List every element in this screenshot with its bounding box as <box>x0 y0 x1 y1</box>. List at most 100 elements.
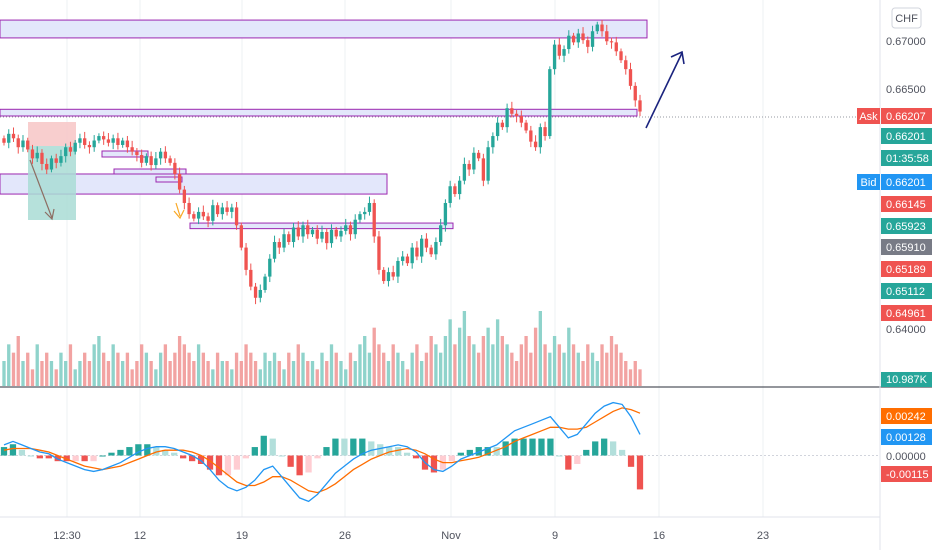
short-position-risk-box[interactable] <box>28 122 76 146</box>
candle-body <box>614 42 618 52</box>
macd-histogram-bar <box>609 441 617 456</box>
macd-tag: 0.00000 <box>886 451 926 463</box>
macd-histogram-bar <box>529 438 536 456</box>
candle-body <box>277 242 281 248</box>
macd-histogram-bar <box>54 455 61 462</box>
candle-body <box>391 272 395 277</box>
small-zone-2[interactable] <box>113 168 187 175</box>
small-zone-3[interactable] <box>155 176 183 183</box>
candle-body <box>282 234 286 248</box>
candle-body <box>225 207 229 212</box>
volume-bar <box>258 369 262 386</box>
price-axis[interactable]: CHF 0.67000 0.66500 0.64000 Ask 0.66207 0.… <box>857 7 932 387</box>
volume-bar <box>529 352 533 386</box>
volume-bar <box>510 352 514 386</box>
macd-histogram-bar <box>565 455 572 470</box>
candle-body <box>26 140 30 150</box>
candle-body <box>30 149 35 159</box>
price-tag-bg <box>881 239 932 255</box>
currency-label: CHF <box>895 13 918 25</box>
volume-bar <box>277 361 281 386</box>
price-tag-bg <box>881 150 932 166</box>
candle-body <box>102 136 106 140</box>
macd-signal-line <box>3 407 641 494</box>
macd-histogram-bar <box>341 438 348 456</box>
volume-bar <box>457 327 462 386</box>
volume-bar <box>609 336 614 386</box>
candle-body <box>500 122 505 128</box>
volume-bar <box>377 344 381 386</box>
volume-bar <box>372 327 376 386</box>
short-position-target-box[interactable] <box>28 146 76 220</box>
grid <box>66 0 764 517</box>
macd-histogram-bar <box>162 449 169 456</box>
volume-bar <box>443 336 448 386</box>
candle-body <box>358 214 362 220</box>
volume-bar <box>249 352 253 386</box>
candle-body <box>633 85 637 101</box>
candle-body <box>481 158 486 181</box>
volume-bar <box>434 344 438 386</box>
volume-bar <box>391 344 395 386</box>
volume-bar <box>581 361 585 386</box>
time-axis[interactable]: 12:30 12 19 26 Nov 9 16 23 <box>53 530 769 542</box>
volume-bar <box>462 311 467 386</box>
price-tag: 0.66201 <box>886 131 926 143</box>
price-tag-bg <box>881 261 932 277</box>
candle-body <box>64 147 68 157</box>
volume-bar <box>211 369 215 386</box>
volume-bar <box>486 327 490 386</box>
candle-body <box>543 127 547 137</box>
volume-tag: 10.987K <box>886 374 928 386</box>
candle-body <box>438 225 443 243</box>
macd-histogram-bar <box>627 455 635 467</box>
candle-body <box>139 155 144 163</box>
candles <box>2 19 642 305</box>
volume-bar <box>116 352 120 386</box>
macd-histogram-bar <box>412 455 420 459</box>
supply-demand-zone <box>0 108 638 117</box>
candle-body <box>73 142 77 152</box>
volume-bar <box>173 352 177 386</box>
volume-bar <box>201 352 206 386</box>
candle-body <box>154 158 158 166</box>
annotation-boxes[interactable] <box>28 122 187 221</box>
candle-body <box>429 247 433 255</box>
volume-bar <box>135 361 139 386</box>
time-label: 23 <box>757 530 769 542</box>
projection-arrow[interactable] <box>645 50 685 129</box>
candle-body <box>272 242 277 259</box>
currency-badge[interactable] <box>891 7 922 29</box>
volume-bars <box>2 311 642 386</box>
price-tag-bg <box>881 196 932 212</box>
candle-body <box>434 242 438 255</box>
volume-bar <box>505 344 509 386</box>
macd-histogram-bar <box>520 438 527 456</box>
volume-bar <box>83 352 87 386</box>
volume-bar <box>453 344 457 386</box>
volume-bar <box>192 361 196 386</box>
volume-bar <box>244 344 248 386</box>
price-tick: 0.67000 <box>886 36 926 48</box>
volume-bar <box>481 336 486 386</box>
macd-pane[interactable] <box>0 401 880 503</box>
macd-histogram-bar <box>574 455 581 464</box>
candle-body <box>595 24 599 32</box>
macd-histogram-bar <box>287 455 294 467</box>
macd-histogram-bar <box>636 455 644 490</box>
volume-bar <box>438 352 443 386</box>
candle-body <box>548 69 552 137</box>
candle-body <box>581 33 585 41</box>
candle-body <box>35 152 39 159</box>
volume-bar <box>111 344 115 386</box>
macd-histogram-bar <box>269 438 276 456</box>
small-zone-1[interactable] <box>101 150 149 158</box>
macd-histogram-bar <box>484 447 491 456</box>
volume-bar <box>263 352 267 386</box>
macd-histogram-bar <box>117 449 124 456</box>
volume-bar <box>495 319 500 386</box>
candle-body <box>230 207 234 212</box>
volume-bar <box>97 336 101 386</box>
candle-body <box>590 31 595 47</box>
